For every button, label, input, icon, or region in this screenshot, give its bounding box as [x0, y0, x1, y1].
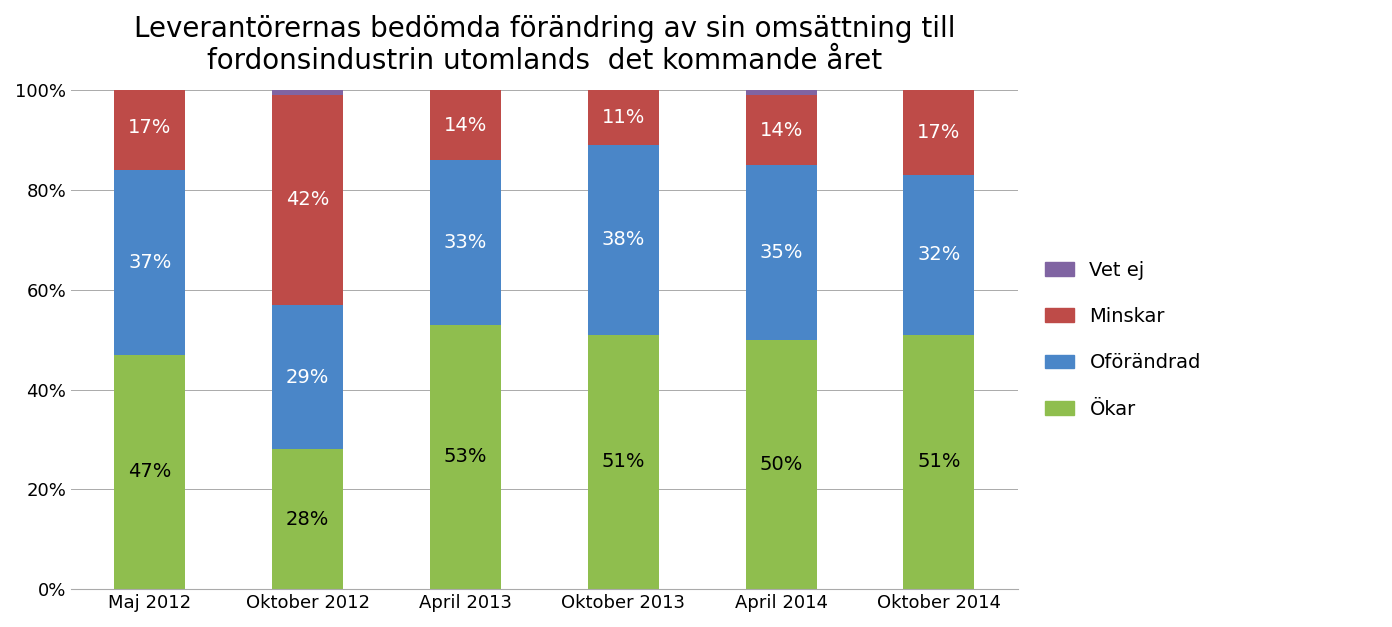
Text: 14%: 14% — [760, 120, 803, 140]
Bar — [903, 175, 974, 335]
Legend: Vet ej, Minskar, Oförändrad, Ökar: Vet ej, Minskar, Oförändrad, Ökar — [1037, 253, 1208, 426]
Text: 35%: 35% — [759, 243, 803, 262]
Text: 37%: 37% — [128, 253, 171, 272]
Bar — [430, 90, 501, 160]
Text: 29%: 29% — [285, 367, 330, 387]
Text: 38%: 38% — [601, 230, 644, 250]
Text: 50%: 50% — [760, 455, 803, 474]
Text: 42%: 42% — [285, 191, 330, 209]
Text: 33%: 33% — [444, 233, 487, 252]
Bar — [746, 95, 817, 165]
Text: 53%: 53% — [444, 448, 487, 466]
Bar — [114, 85, 185, 170]
Bar — [271, 90, 342, 95]
Bar — [114, 170, 185, 355]
Bar — [903, 90, 974, 175]
Bar — [746, 165, 817, 340]
Text: 28%: 28% — [285, 510, 330, 529]
Text: 17%: 17% — [128, 118, 171, 137]
Bar — [587, 90, 658, 145]
Text: 51%: 51% — [601, 453, 644, 472]
Bar — [903, 335, 974, 589]
Bar — [746, 340, 817, 589]
Text: 17%: 17% — [917, 123, 960, 142]
Text: 14%: 14% — [444, 115, 487, 135]
Bar — [587, 145, 658, 335]
Bar — [271, 95, 342, 305]
Bar — [587, 335, 658, 589]
Bar — [430, 160, 501, 325]
Bar — [271, 450, 342, 589]
Text: 32%: 32% — [917, 245, 960, 265]
Bar — [430, 325, 501, 589]
Title: Leverantörernas bedömda förändring av sin omsättning till
fordonsindustrin utoml: Leverantörernas bedömda förändring av si… — [134, 15, 955, 75]
Bar — [114, 355, 185, 589]
Text: 51%: 51% — [917, 453, 960, 472]
Text: 47%: 47% — [128, 462, 171, 482]
Bar — [746, 90, 817, 95]
Text: 11%: 11% — [601, 108, 644, 127]
Bar — [271, 305, 342, 450]
